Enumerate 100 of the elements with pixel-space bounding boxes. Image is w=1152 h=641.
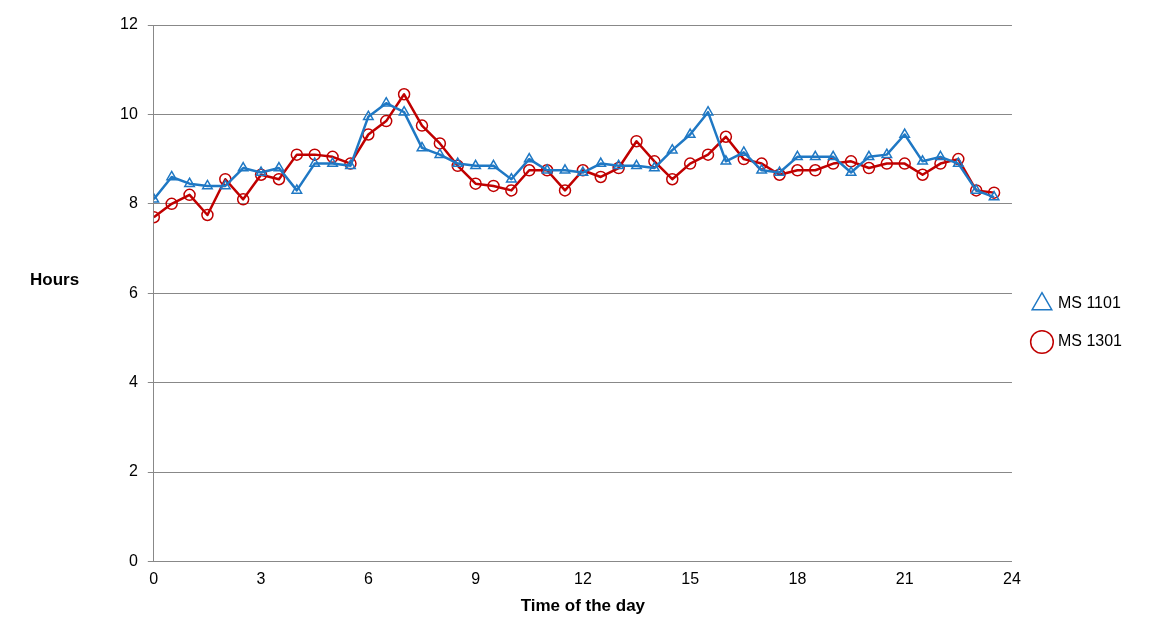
point bbox=[254, 168, 268, 181]
legend-label: MS 1301 bbox=[1057, 332, 1123, 350]
point bbox=[666, 172, 679, 186]
point bbox=[166, 170, 178, 181]
point bbox=[380, 96, 392, 107]
x-tick-label: 21 bbox=[895, 570, 914, 588]
point bbox=[613, 159, 625, 170]
x-tick-label: 12 bbox=[573, 570, 592, 588]
x-tick-label: 15 bbox=[681, 570, 700, 588]
point bbox=[774, 166, 786, 177]
point bbox=[290, 148, 304, 161]
point bbox=[934, 157, 947, 170]
point bbox=[684, 128, 696, 139]
point bbox=[809, 150, 821, 161]
point bbox=[827, 150, 839, 161]
point bbox=[987, 186, 1001, 199]
point bbox=[523, 152, 535, 163]
point bbox=[237, 161, 249, 172]
point bbox=[791, 164, 804, 177]
point bbox=[522, 164, 536, 177]
x-tick-label: 18 bbox=[788, 570, 807, 588]
point bbox=[756, 164, 768, 174]
y-tick-label: 4 bbox=[128, 373, 138, 391]
point bbox=[809, 164, 822, 177]
point bbox=[362, 110, 374, 121]
point bbox=[362, 128, 375, 141]
x-tick-label: 3 bbox=[256, 570, 266, 588]
point bbox=[201, 208, 214, 222]
point bbox=[844, 155, 858, 168]
point bbox=[505, 184, 518, 197]
point bbox=[184, 177, 196, 188]
point bbox=[594, 170, 608, 184]
point bbox=[165, 197, 178, 211]
point bbox=[683, 157, 697, 170]
point bbox=[416, 141, 428, 152]
point bbox=[863, 150, 875, 161]
y-tick-label: 8 bbox=[128, 194, 138, 212]
point bbox=[326, 150, 339, 164]
y-tick-label: 0 bbox=[128, 551, 138, 569]
point bbox=[451, 159, 464, 173]
point bbox=[720, 155, 732, 165]
point bbox=[934, 150, 946, 161]
point bbox=[701, 148, 715, 161]
point bbox=[434, 148, 446, 159]
x-tick-label: 0 bbox=[149, 570, 159, 588]
point bbox=[291, 184, 303, 194]
point bbox=[183, 188, 196, 202]
point bbox=[595, 157, 607, 168]
point bbox=[201, 179, 213, 190]
point bbox=[505, 172, 517, 183]
point bbox=[272, 172, 286, 186]
point bbox=[952, 152, 965, 166]
point bbox=[631, 159, 643, 170]
point bbox=[379, 114, 393, 128]
point bbox=[559, 164, 571, 174]
point bbox=[219, 172, 232, 186]
point bbox=[327, 157, 339, 168]
point bbox=[952, 157, 964, 168]
y-tick-label: 6 bbox=[128, 283, 138, 301]
point bbox=[470, 159, 482, 170]
x-tick-label: 6 bbox=[363, 570, 373, 588]
point bbox=[880, 157, 894, 170]
point bbox=[862, 161, 876, 175]
point bbox=[881, 148, 893, 159]
point bbox=[702, 105, 714, 116]
point bbox=[452, 157, 464, 168]
point bbox=[415, 119, 429, 132]
y-tick-label: 2 bbox=[128, 462, 138, 480]
point bbox=[487, 179, 500, 193]
point bbox=[273, 161, 285, 172]
point bbox=[219, 179, 231, 190]
point bbox=[612, 161, 625, 175]
point bbox=[917, 155, 929, 165]
point bbox=[398, 105, 410, 116]
point bbox=[309, 157, 321, 168]
point bbox=[666, 143, 678, 154]
point bbox=[308, 148, 321, 161]
point bbox=[236, 193, 250, 206]
y-axis-title: Hours bbox=[30, 270, 80, 290]
point bbox=[433, 137, 447, 150]
point bbox=[255, 166, 267, 177]
point bbox=[738, 146, 750, 156]
point bbox=[773, 168, 786, 181]
point bbox=[916, 168, 929, 181]
point bbox=[845, 166, 857, 177]
point bbox=[469, 177, 482, 190]
point bbox=[558, 184, 572, 197]
point bbox=[898, 157, 911, 170]
point bbox=[791, 150, 803, 161]
point bbox=[487, 159, 499, 170]
point bbox=[648, 161, 660, 172]
y-tick-label: 10 bbox=[120, 104, 138, 122]
y-tick-label: 12 bbox=[120, 15, 138, 33]
point bbox=[719, 130, 733, 143]
x-axis-title: Time of the day bbox=[520, 596, 646, 616]
point bbox=[899, 128, 911, 139]
x-tick-label: 9 bbox=[471, 570, 481, 588]
point bbox=[397, 88, 411, 101]
legend-label: MS 1101 bbox=[1057, 294, 1121, 312]
point bbox=[630, 134, 643, 148]
